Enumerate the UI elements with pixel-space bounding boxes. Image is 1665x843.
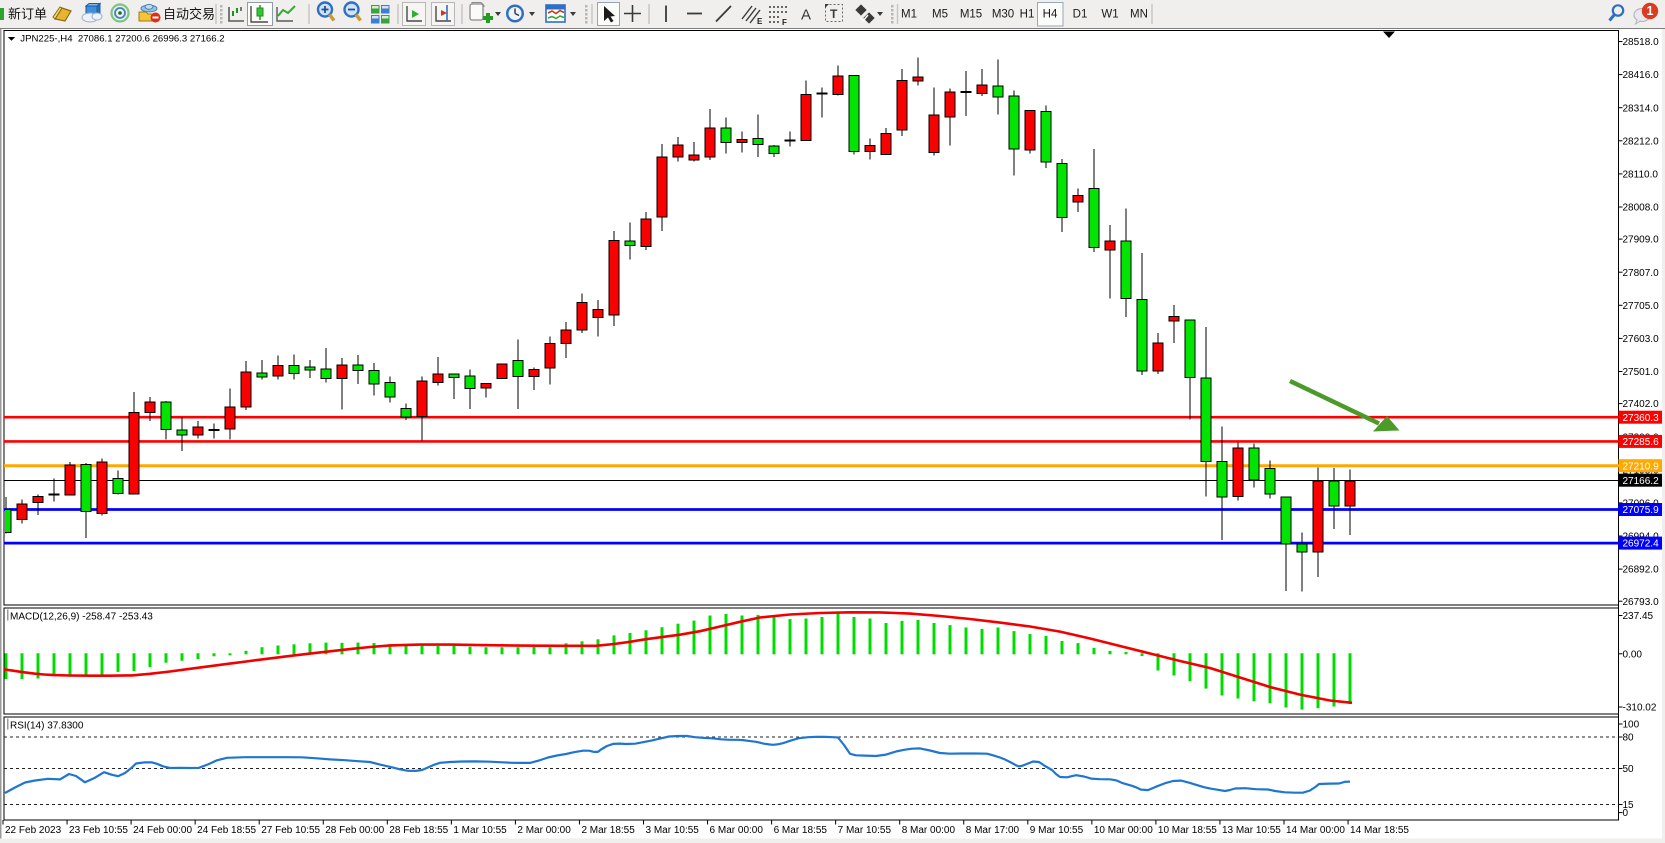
svg-text:E: E	[757, 17, 763, 26]
svg-text:27909.0: 27909.0	[1623, 235, 1660, 246]
svg-text:28416.0: 28416.0	[1623, 70, 1660, 81]
svg-text:10 Mar 00:00: 10 Mar 00:00	[1094, 825, 1153, 836]
svg-text:27501.0: 27501.0	[1623, 367, 1660, 378]
svg-text:23 Feb 10:55: 23 Feb 10:55	[69, 825, 128, 836]
svg-text:27402.0: 27402.0	[1623, 399, 1660, 410]
svg-text:28212.0: 28212.0	[1623, 136, 1660, 147]
svg-text:28 Feb 18:55: 28 Feb 18:55	[389, 825, 448, 836]
svg-text:8 Mar 00:00: 8 Mar 00:00	[902, 825, 956, 836]
svg-text:A: A	[801, 7, 811, 24]
svg-text:27166.2: 27166.2	[1623, 476, 1660, 487]
svg-text:28110.0: 28110.0	[1623, 170, 1659, 181]
svg-text:W1: W1	[1101, 9, 1118, 21]
svg-text:22 Feb 2023: 22 Feb 2023	[5, 825, 62, 836]
svg-text:27210.9: 27210.9	[1623, 461, 1660, 472]
svg-text:H4: H4	[1043, 9, 1058, 21]
svg-text:RSI(14) 37.8300: RSI(14) 37.8300	[10, 721, 84, 732]
svg-text:新订单: 新订单	[8, 7, 47, 22]
svg-text:28008.0: 28008.0	[1623, 203, 1660, 214]
svg-text:27360.3: 27360.3	[1623, 413, 1660, 424]
svg-text:24 Feb 00:00: 24 Feb 00:00	[133, 825, 192, 836]
svg-text:自动交易: 自动交易	[163, 7, 215, 22]
svg-text:14 Mar 18:55: 14 Mar 18:55	[1350, 825, 1409, 836]
svg-text:0: 0	[1623, 808, 1629, 819]
svg-text:27285.6: 27285.6	[1623, 437, 1660, 448]
svg-text:28518.0: 28518.0	[1623, 37, 1660, 48]
svg-text:M15: M15	[960, 9, 982, 21]
svg-text:15: 15	[1623, 800, 1635, 811]
svg-text:14 Mar 00:00: 14 Mar 00:00	[1286, 825, 1345, 836]
svg-text:-310.02: -310.02	[1623, 703, 1657, 714]
svg-text:MN: MN	[1130, 9, 1148, 21]
svg-text:80: 80	[1623, 733, 1635, 744]
svg-text:27705.0: 27705.0	[1623, 301, 1660, 312]
svg-text:M5: M5	[932, 9, 948, 21]
svg-text:2 Mar 00:00: 2 Mar 00:00	[517, 825, 571, 836]
svg-text:8 Mar 17:00: 8 Mar 17:00	[966, 825, 1020, 836]
svg-text:24 Feb 18:55: 24 Feb 18:55	[197, 825, 256, 836]
svg-text:6 Mar 00:00: 6 Mar 00:00	[710, 825, 764, 836]
svg-text:7 Mar 10:55: 7 Mar 10:55	[838, 825, 892, 836]
svg-text:3 Mar 10:55: 3 Mar 10:55	[646, 825, 700, 836]
svg-text:28314.0: 28314.0	[1623, 103, 1660, 114]
svg-text:26972.4: 26972.4	[1623, 539, 1660, 550]
svg-text:1 Mar 10:55: 1 Mar 10:55	[453, 825, 507, 836]
svg-text:2 Mar 18:55: 2 Mar 18:55	[581, 825, 635, 836]
svg-text:0.00: 0.00	[1623, 649, 1643, 660]
svg-text:D1: D1	[1073, 9, 1088, 21]
svg-text:T: T	[830, 7, 838, 21]
svg-text:50: 50	[1623, 764, 1635, 775]
svg-text:28 Feb 00:00: 28 Feb 00:00	[325, 825, 384, 836]
svg-text:H1: H1	[1020, 9, 1035, 21]
svg-text:13 Mar 10:55: 13 Mar 10:55	[1222, 825, 1281, 836]
svg-text:27603.0: 27603.0	[1623, 334, 1660, 345]
svg-text:1: 1	[1647, 4, 1654, 18]
svg-text:27807.0: 27807.0	[1623, 268, 1660, 279]
svg-text:27075.9: 27075.9	[1623, 505, 1660, 516]
svg-text:27 Feb 10:55: 27 Feb 10:55	[261, 825, 320, 836]
svg-text:100: 100	[1623, 720, 1640, 731]
svg-text:237.45: 237.45	[1623, 611, 1654, 622]
svg-text:26793.0: 26793.0	[1623, 597, 1660, 608]
svg-text:9 Mar 10:55: 9 Mar 10:55	[1030, 825, 1084, 836]
svg-text:26892.0: 26892.0	[1623, 565, 1660, 576]
svg-text:M30: M30	[992, 9, 1014, 21]
svg-text:MACD(12,26,9) -258.47 -253.43: MACD(12,26,9) -258.47 -253.43	[10, 612, 153, 623]
svg-text:10 Mar 18:55: 10 Mar 18:55	[1158, 825, 1217, 836]
svg-text:M1: M1	[901, 9, 917, 21]
svg-text:JPN225-,H4 27086.1 27200.6 26: JPN225-,H4 27086.1 27200.6 26996.3 27166…	[20, 34, 224, 45]
svg-text:F: F	[782, 18, 787, 27]
svg-text:6 Mar 18:55: 6 Mar 18:55	[774, 825, 828, 836]
